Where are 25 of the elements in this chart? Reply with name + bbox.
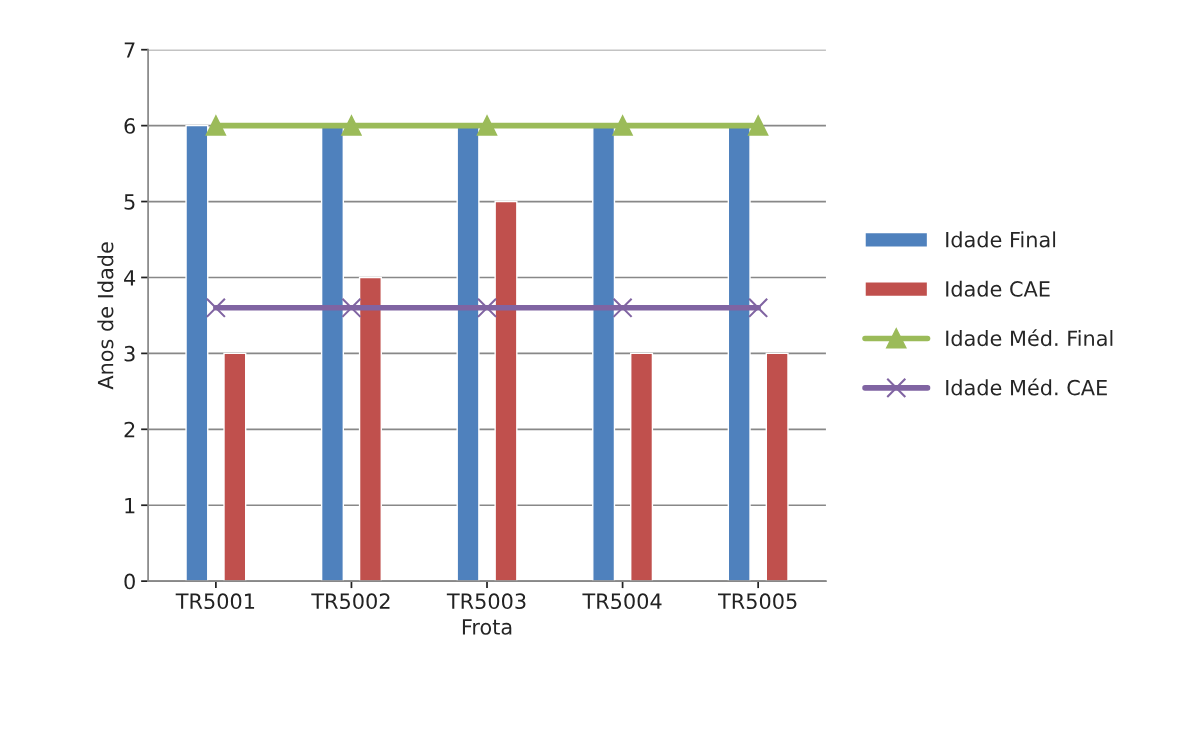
y-tick-label: 0	[124, 573, 135, 590]
x-tick-label: TR5003	[446, 593, 526, 610]
bar	[223, 352, 247, 582]
y-tick-label: 7	[124, 42, 135, 58]
y-tick-label: 5	[124, 194, 135, 210]
bar	[765, 352, 789, 582]
y-tick-label: 6	[124, 118, 135, 134]
legend-label: Idade Méd. CAE	[946, 378, 1107, 396]
bar	[358, 276, 382, 582]
legend-label: Idade Méd. Final	[946, 329, 1113, 347]
legend-label: Idade Final	[946, 231, 1056, 248]
y-tick-label: 1	[125, 497, 135, 514]
y-axis-title: Anos de Idade	[97, 242, 114, 390]
y-tick-label: 3	[124, 345, 135, 362]
x-tick-label: TR5004	[582, 593, 662, 610]
x-axis-title: Frota	[462, 619, 512, 635]
bar	[185, 124, 209, 582]
x-tick-label: TR5005	[717, 593, 797, 610]
y-tick-label: 2	[124, 421, 135, 438]
bar	[494, 200, 518, 582]
legend-label: Idade CAE	[946, 280, 1050, 297]
bar	[630, 352, 654, 582]
x-tick-label: TR5001	[175, 593, 255, 610]
x-tick-label: TR5002	[311, 593, 390, 610]
y-tick-label: 4	[124, 270, 136, 286]
